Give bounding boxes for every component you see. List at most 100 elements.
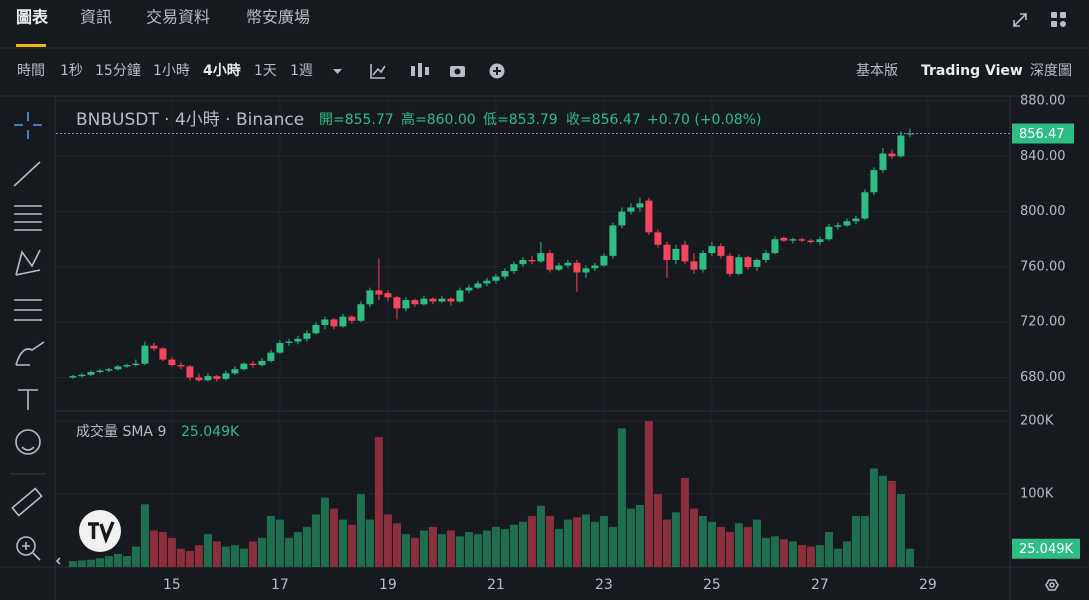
candle-type-icon[interactable] — [411, 63, 429, 77]
volume-bar — [779, 539, 788, 567]
settings-icon[interactable] — [1045, 579, 1059, 591]
volume-bar — [482, 530, 491, 567]
candle-body — [699, 253, 707, 270]
view-option[interactable]: Trading View — [921, 63, 1023, 79]
candle-body — [627, 207, 635, 212]
volume-bar — [320, 497, 329, 567]
interval[interactable]: 1週 — [290, 63, 313, 79]
pattern-tool[interactable] — [15, 249, 41, 276]
candle-body — [123, 365, 131, 367]
emoji-tool[interactable] — [15, 429, 41, 455]
screenshot-icon[interactable] — [450, 66, 465, 77]
volume-bar — [869, 468, 878, 567]
volume-bar — [815, 545, 824, 567]
tab[interactable]: 圖表 — [16, 8, 49, 27]
collapse-icon[interactable] — [55, 557, 61, 565]
emoji-tool[interactable] — [21, 446, 35, 451]
y-tick-label: 100K — [1020, 487, 1054, 502]
candle-body — [771, 239, 779, 254]
volume-bar — [680, 478, 689, 567]
candle-body — [636, 203, 644, 208]
zoom-tool[interactable] — [16, 536, 36, 556]
interval[interactable]: 1秒 — [60, 63, 83, 79]
volume-bar — [446, 530, 455, 567]
volume-bar — [158, 531, 167, 567]
candle-body — [303, 333, 311, 339]
tab[interactable]: 交易資料 — [146, 8, 210, 27]
plot — [56, 96, 1010, 567]
brush-tool[interactable] — [15, 341, 45, 366]
candle-body — [258, 360, 266, 366]
indicator-icon[interactable] — [370, 64, 386, 79]
volume-bar — [464, 531, 473, 567]
candle-body — [528, 259, 536, 262]
candle-body — [645, 200, 653, 233]
fullscreen-icon[interactable] — [1013, 13, 1027, 27]
x-tick-label: 17 — [271, 577, 289, 593]
volume-bar — [257, 537, 266, 567]
volume-bar — [68, 561, 77, 567]
add-icon[interactable] — [489, 63, 505, 79]
volume-legend-value: 25.049K — [181, 424, 240, 440]
crosshair-tool[interactable] — [14, 112, 42, 139]
candle-body — [294, 338, 302, 342]
volume-bar — [644, 421, 653, 567]
volume-bar — [266, 515, 275, 567]
ruler-tool[interactable] — [11, 487, 43, 517]
volume-bar — [149, 530, 158, 567]
candle-body — [213, 376, 221, 379]
interval[interactable]: 1天 — [254, 63, 277, 79]
watermark-circle — [79, 510, 121, 552]
x-tick-label: 23 — [595, 577, 613, 593]
view-option[interactable]: 基本版 — [856, 62, 898, 79]
candle-body — [240, 363, 248, 370]
volume-bar — [122, 556, 131, 567]
view-option[interactable]: 深度圖 — [1030, 63, 1072, 79]
trendline-tool[interactable] — [13, 161, 41, 187]
candle-body — [222, 373, 230, 379]
candle-body — [726, 255, 734, 274]
candle-body — [744, 257, 752, 267]
volume-bar — [833, 548, 842, 567]
volume-bar — [572, 517, 581, 567]
volume-bar — [581, 514, 590, 567]
volume-bar — [428, 526, 437, 567]
y-tick-label: 760.00 — [1020, 259, 1066, 274]
tab[interactable]: 資訊 — [80, 8, 112, 27]
candle-body — [195, 377, 203, 381]
volume-bar — [788, 541, 797, 567]
candle-body — [330, 319, 338, 327]
interval[interactable]: 1小時 — [153, 63, 190, 79]
volume-bar — [239, 548, 248, 567]
candle-body — [465, 287, 473, 291]
x-tick-label: 27 — [811, 577, 829, 593]
volume-bar — [329, 508, 338, 567]
prediction-tool[interactable] — [14, 299, 42, 321]
volume-bar — [698, 515, 707, 567]
candle-body — [789, 239, 797, 241]
dropdown-icon[interactable] — [333, 69, 342, 74]
candle-body — [411, 300, 419, 305]
volume-bar — [500, 529, 509, 567]
candle-body — [492, 276, 500, 281]
x-tick-label: 29 — [919, 577, 937, 593]
volume-bar — [878, 475, 887, 567]
fib-tool[interactable] — [14, 205, 42, 231]
volume-bar — [347, 524, 356, 567]
volume-bar — [455, 536, 464, 567]
interval[interactable]: 15分鐘 — [95, 62, 141, 79]
volume-bar — [275, 519, 284, 567]
tab[interactable]: 幣安廣場 — [246, 8, 310, 27]
volume-bar — [707, 521, 716, 567]
candle-body — [474, 283, 482, 288]
interval[interactable]: 4小時 — [203, 62, 241, 79]
layout-icon[interactable] — [1051, 12, 1066, 27]
candle-body — [762, 253, 770, 260]
candle-body — [753, 259, 761, 267]
candle-body — [780, 237, 788, 241]
candle-body — [690, 261, 698, 270]
candle-body — [312, 324, 320, 334]
text-tool[interactable] — [18, 389, 38, 410]
zoom-tool[interactable] — [22, 542, 41, 561]
